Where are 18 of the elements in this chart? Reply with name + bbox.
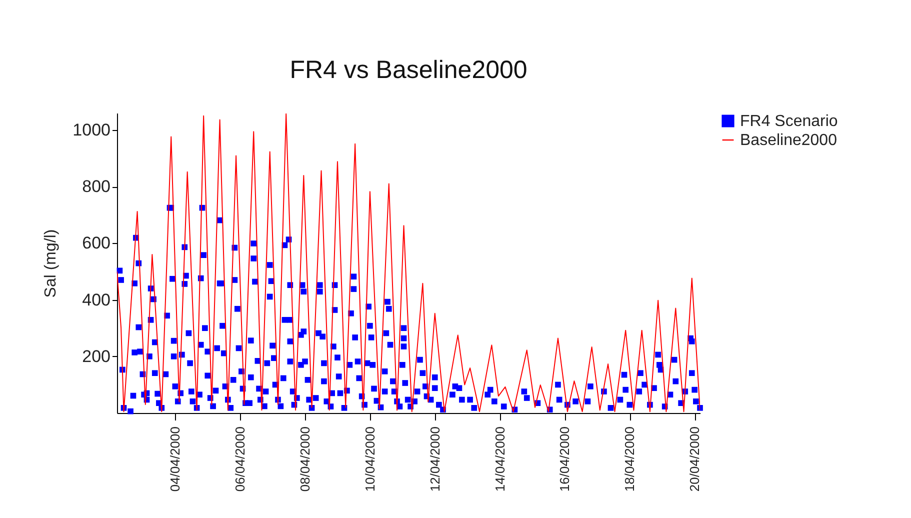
x-tick-label: 12/04/2000 bbox=[427, 426, 442, 492]
legend-label: FR4 Scenario bbox=[740, 113, 838, 130]
x-tick-label: 10/04/2000 bbox=[362, 426, 378, 492]
y-tick-label: 200 bbox=[82, 346, 110, 366]
y-tick-label: 400 bbox=[82, 290, 110, 310]
x-tick-label: 14/04/2000 bbox=[492, 426, 508, 492]
y-axis-title: Sal (mg/l) bbox=[42, 229, 60, 298]
x-tick-label: 18/04/2000 bbox=[622, 426, 638, 492]
chart-title: FR4 vs Baseline2000 bbox=[290, 56, 528, 84]
x-tick-label: 04/04/2000 bbox=[168, 426, 183, 492]
y-tick-label: 800 bbox=[82, 177, 110, 196]
y-tick-label: 1000 bbox=[72, 120, 110, 140]
legend-label: Baseline2000 bbox=[740, 132, 838, 149]
x-tick-label: 20/04/2000 bbox=[687, 426, 702, 492]
x-tick-label: 08/04/2000 bbox=[298, 426, 313, 492]
x-tick-label: 06/04/2000 bbox=[232, 426, 248, 492]
x-tick-label: 16/04/2000 bbox=[557, 426, 572, 492]
y-tick-label: 600 bbox=[82, 234, 110, 253]
